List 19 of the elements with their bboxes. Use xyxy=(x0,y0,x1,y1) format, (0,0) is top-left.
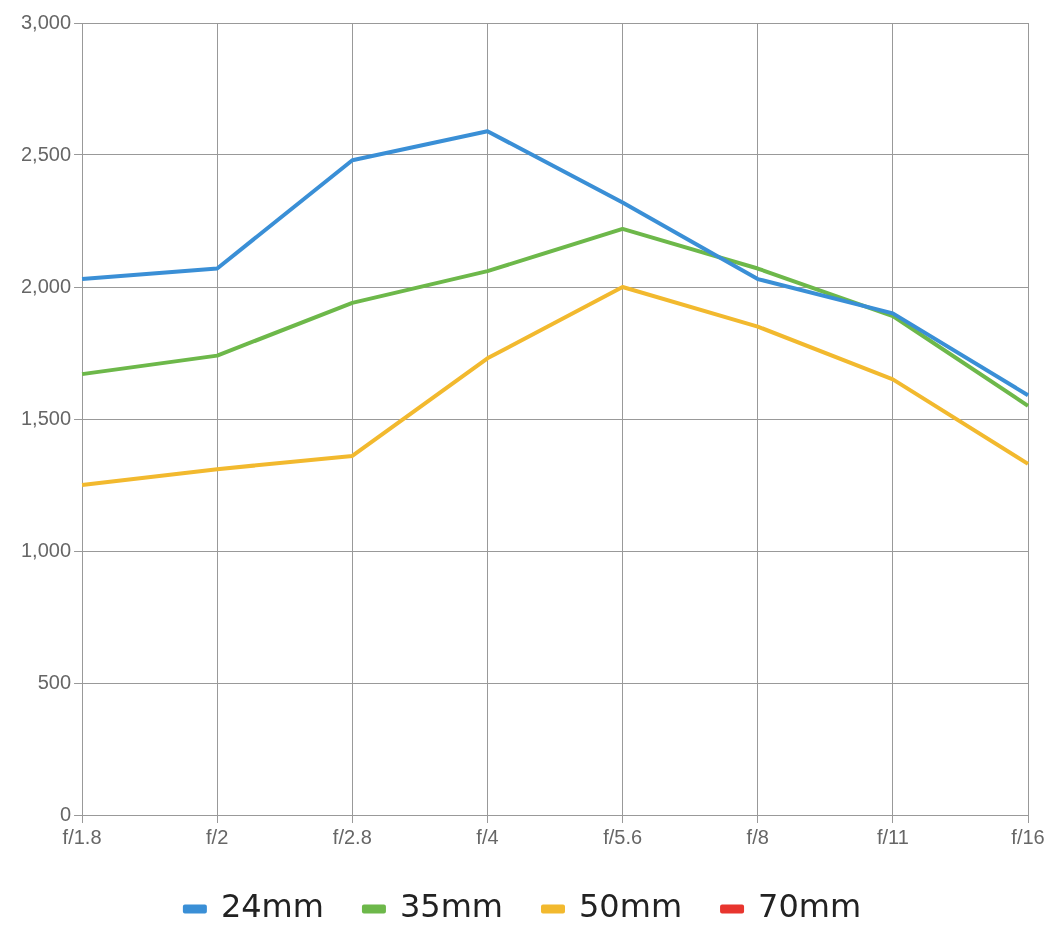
x-tick-label: f/1.8 xyxy=(62,825,102,848)
x-tick-label: f/4 xyxy=(476,825,499,848)
legend-label: 24mm xyxy=(220,887,324,926)
x-tick-label: f/8 xyxy=(746,825,769,848)
y-tick-label: 1,000 xyxy=(20,538,72,561)
x-tick-label: f/2.8 xyxy=(332,825,372,848)
x-tick-label: f/11 xyxy=(876,825,909,848)
y-tick-label: 3,000 xyxy=(20,10,72,33)
y-tick-label: 2,500 xyxy=(20,142,72,165)
x-tick-label: f/16 xyxy=(1011,825,1045,848)
y-tick-label: 0 xyxy=(59,802,72,825)
y-tick-label: 500 xyxy=(37,670,72,693)
legend-label: 35mm xyxy=(399,887,503,926)
x-tick-label: f/2 xyxy=(206,825,229,848)
legend-label: 50mm xyxy=(579,887,683,926)
y-tick-label: 1,500 xyxy=(20,406,72,429)
y-tick-label: 2,000 xyxy=(20,274,72,297)
x-tick-label: f/5.6 xyxy=(603,825,643,848)
legend-label: 70mm xyxy=(758,887,862,926)
